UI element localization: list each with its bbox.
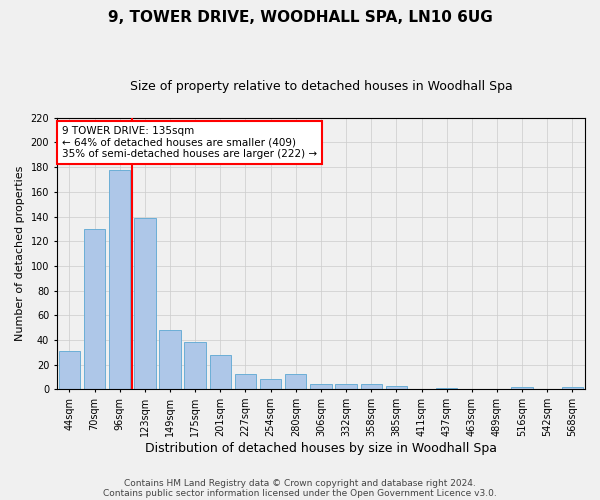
Bar [562, 387, 583, 390]
Text: 9 TOWER DRIVE: 135sqm
← 64% of detached houses are smaller (409)
35% of semi-det: 9 TOWER DRIVE: 135sqm ← 64% of detached … [62, 126, 317, 159]
Bar [109, 170, 130, 390]
Bar [59, 351, 80, 390]
Text: 9, TOWER DRIVE, WOODHALL SPA, LN10 6UG: 9, TOWER DRIVE, WOODHALL SPA, LN10 6UG [107, 10, 493, 25]
Text: Contains public sector information licensed under the Open Government Licence v3: Contains public sector information licen… [103, 488, 497, 498]
Bar [511, 387, 533, 390]
Title: Size of property relative to detached houses in Woodhall Spa: Size of property relative to detached ho… [130, 80, 512, 93]
Bar [160, 330, 181, 390]
Text: Contains HM Land Registry data © Crown copyright and database right 2024.: Contains HM Land Registry data © Crown c… [124, 478, 476, 488]
Y-axis label: Number of detached properties: Number of detached properties [15, 166, 25, 341]
Bar [310, 384, 332, 390]
Bar [84, 229, 105, 390]
Bar [285, 374, 307, 390]
Bar [184, 342, 206, 390]
Bar [335, 384, 357, 390]
Bar [235, 374, 256, 390]
Bar [361, 384, 382, 390]
Bar [209, 354, 231, 390]
Bar [386, 386, 407, 390]
Bar [436, 388, 457, 390]
Bar [260, 380, 281, 390]
Bar [134, 218, 155, 390]
X-axis label: Distribution of detached houses by size in Woodhall Spa: Distribution of detached houses by size … [145, 442, 497, 455]
